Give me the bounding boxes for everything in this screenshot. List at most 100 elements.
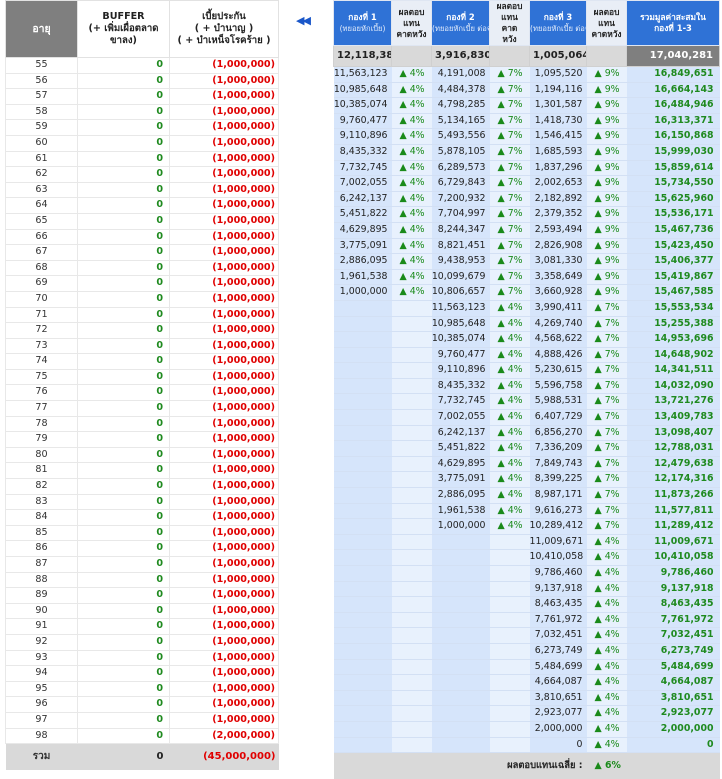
fund3-return: ▲ 4% [586, 659, 627, 676]
premium-cell: (1,000,000) [169, 540, 279, 557]
fund2-value [431, 612, 490, 629]
age-cell: 93 [5, 649, 78, 667]
age-header: อายุ [5, 0, 78, 58]
total-value: 5,484,699 [626, 659, 720, 676]
buffer-cell: 0 [77, 665, 170, 682]
fund1-return: ▲ 4% [391, 175, 432, 192]
collapse-columns-button[interactable]: ◀◀ [296, 14, 311, 27]
premium-cell: (1,000,000) [169, 602, 279, 620]
total-value: 16,150,868 [626, 128, 720, 145]
premium-table: อายุ BUFFER (+ เพิ่มเผื่อตลาด ขาลง) เบี้… [5, 0, 279, 771]
buffer-header: BUFFER (+ เพิ่มเผื่อตลาด ขาลง) [77, 0, 170, 58]
age-cell: 75 [5, 368, 78, 386]
fund2-return: ▲ 4% [489, 503, 530, 520]
funds-table: กองที่ 1 (ทยอยหักเบี้ย) ผลตอบ แทน คาดหวัง… [333, 0, 720, 779]
fund2-return: ▲ 7% [489, 222, 530, 239]
funds-row: 7,002,055 ▲ 4% 6,729,843 ▲ 7% 2,002,653 ▲ 9% 1… [333, 175, 720, 192]
buffer-cell: 0 [77, 197, 170, 214]
fund3-return-header-l3: คาดหวัง [591, 28, 622, 39]
premium-cell: (1,000,000) [169, 711, 279, 729]
fund3-value: 3,081,330 [529, 253, 587, 270]
fund3-return: ▲ 4% [586, 581, 627, 598]
fund2-value: 4,484,378 [431, 82, 490, 99]
fund3-value: 6,407,729 [529, 409, 587, 426]
fund3-return: ▲ 9% [586, 113, 627, 130]
funds-row: 5,484,699 ▲ 4% 5,484,699 [333, 659, 720, 676]
buffer-cell: 0 [77, 571, 170, 589]
premium-cell: (1,000,000) [169, 337, 279, 355]
fund1-return [391, 409, 432, 426]
age-cell: 97 [5, 711, 78, 729]
fund1-value: 9,760,477 [333, 113, 392, 130]
fund3-value: 3,358,649 [529, 269, 587, 286]
total-value: 12,788,031 [626, 440, 720, 457]
fund2-value: 6,242,137 [431, 425, 490, 442]
fund2-value: 6,729,843 [431, 175, 490, 192]
fund2-initial-spacer [489, 45, 530, 67]
funds-row: 1,000,000 ▲ 4% 10,289,412 ▲ 7% 11,289,412 [333, 518, 720, 535]
premium-row: 72 0 (1,000,000) [5, 322, 279, 339]
fund3-return: ▲ 7% [586, 409, 627, 426]
premium-cell: (1,000,000) [169, 556, 279, 573]
fund2-header: กองที่ 2 (ทยอยหักเบี้ย ต่อจากกอง 1) [431, 0, 490, 46]
fund1-value [333, 393, 392, 411]
premium-cell: (1,000,000) [169, 680, 279, 698]
total-value: 0 [626, 737, 720, 754]
fund2-value: 5,493,556 [431, 128, 490, 145]
funds-row: 2,923,077 ▲ 4% 2,923,077 [333, 705, 720, 722]
fund2-return: ▲ 4% [489, 347, 530, 364]
fund1-value [333, 674, 392, 691]
premium-row: 94 0 (1,000,000) [5, 665, 279, 682]
premium-cell: (1,000,000) [169, 134, 279, 152]
fund3-return: ▲ 9% [586, 66, 627, 83]
age-cell: 67 [5, 244, 78, 261]
funds-row: 10,385,074 ▲ 4% 4,798,285 ▲ 7% 1,301,587 ▲ 9%… [333, 97, 720, 114]
age-cell: 69 [5, 275, 78, 292]
age-cell: 74 [5, 353, 78, 370]
funds-row: 5,451,822 ▲ 4% 7,336,209 ▲ 7% 12,788,031 [333, 440, 720, 457]
fund1-return: ▲ 4% [391, 97, 432, 114]
fund1-return: ▲ 4% [391, 284, 432, 301]
fund1-return-header-l1: ผลตอบ [398, 6, 425, 17]
buffer-cell: 0 [77, 556, 170, 573]
fund2-return [489, 659, 530, 676]
fund2-return [489, 737, 530, 754]
fund2-return-header-l1: ผลตอบ [496, 1, 523, 12]
fund3-return: ▲ 4% [586, 627, 627, 644]
funds-row: 9,110,896 ▲ 4% 5,493,556 ▲ 7% 1,546,415 ▲ 9% 1… [333, 128, 720, 145]
fund1-value: 3,775,091 [333, 238, 392, 255]
total-value: 11,289,412 [626, 518, 720, 535]
funds-row: 3,775,091 ▲ 4% 8,399,225 ▲ 7% 12,174,316 [333, 471, 720, 489]
fund1-return: ▲ 4% [391, 206, 432, 223]
age-cell: 76 [5, 384, 78, 402]
total-value: 16,484,946 [626, 97, 720, 114]
funds-row: 11,009,671 ▲ 4% 11,009,671 [333, 534, 720, 551]
funds-row: 4,629,895 ▲ 4% 8,244,347 ▲ 7% 2,593,494 ▲ 9% 1… [333, 222, 720, 239]
fund2-value [431, 534, 490, 551]
fund1-return-header-l2: แทน [403, 17, 420, 28]
fund2-return: ▲ 4% [489, 300, 530, 317]
fund2-value: 7,200,932 [431, 191, 490, 208]
funds-row: 4,664,087 ▲ 4% 4,664,087 [333, 674, 720, 691]
fund2-initial: 3,916,830 [431, 45, 490, 67]
fund3-value: 4,269,740 [529, 316, 587, 333]
total-header: รวมมูลค่าสะสมใน กองที่ 1-3 [626, 0, 720, 46]
fund3-value: 7,849,743 [529, 456, 587, 473]
fund3-value: 3,810,651 [529, 690, 587, 707]
fund1-return [391, 643, 432, 660]
fund1-return [391, 425, 432, 442]
fund3-value: 4,568,622 [529, 331, 587, 348]
total-value: 15,625,960 [626, 191, 720, 208]
fund1-value [333, 534, 392, 551]
fund1-return [391, 612, 432, 629]
age-cell: 96 [5, 696, 78, 713]
fund3-value: 5,988,531 [529, 393, 587, 411]
fund1-header: กองที่ 1 (ทยอยหักเบี้ย) [333, 0, 392, 46]
buffer-cell: 0 [77, 649, 170, 667]
fund3-value: 2,182,892 [529, 191, 587, 208]
premium-row: 92 0 (1,000,000) [5, 633, 279, 651]
premium-cell: (1,000,000) [169, 415, 279, 433]
total-value: 15,999,030 [626, 144, 720, 161]
funds-row: 11,563,123 ▲ 4% 4,191,008 ▲ 7% 1,095,520 ▲ 9%… [333, 66, 720, 83]
premium-cell: (1,000,000) [169, 228, 279, 246]
